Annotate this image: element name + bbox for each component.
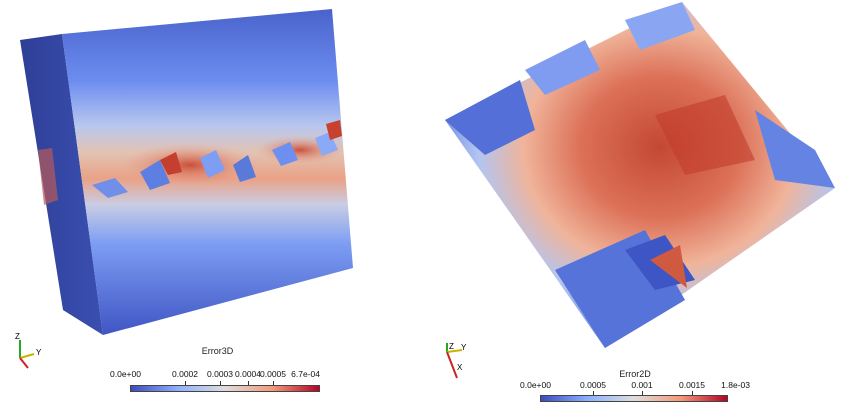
colorbar-title: Error3D <box>201 346 234 356</box>
colorbar-tick <box>692 391 693 395</box>
colorbar-tick-label: 0.0005 <box>580 380 606 390</box>
orientation-axes-3d: Z Y <box>15 332 42 369</box>
colorbar-tick-label: 0.0005 <box>260 369 286 379</box>
error-cell <box>625 2 695 50</box>
y-axis-icon <box>446 349 463 353</box>
colorbar-tick-label: 0.0e+00 <box>520 380 551 390</box>
y-axis-icon <box>19 353 35 359</box>
axis-z-label: Z <box>449 342 454 351</box>
colorbar-tick-label: 1.8e-03 <box>721 380 750 390</box>
axis-y-label: Y <box>36 348 42 357</box>
colorbar-tick-label: 0.0003 <box>207 369 233 379</box>
colorbar-tick <box>593 391 594 395</box>
colorbar-tick-label: 6.7e-04 <box>291 369 320 379</box>
axis-z-label: Z <box>15 332 20 341</box>
colorbar-tick <box>220 381 221 385</box>
colorbar-error2d: Error2D 0.0e+00 0.0005 0.001 0.0015 1.8e… <box>520 369 750 409</box>
colorbar-tick-label: 0.0e+00 <box>110 369 141 379</box>
error-cell <box>92 178 128 198</box>
error-cell <box>445 80 535 155</box>
colorbar-gradient <box>540 395 728 402</box>
error-hotspot <box>655 95 755 175</box>
error-cell <box>233 155 256 182</box>
x-axis-icon <box>446 351 458 379</box>
error-cell <box>650 245 687 288</box>
colorbar-tick <box>248 381 249 385</box>
error-cell <box>200 150 225 178</box>
colorbar-gradient <box>130 385 320 392</box>
colorbar-tick-label: 0.0002 <box>172 369 198 379</box>
error-cell <box>140 160 170 190</box>
colorbar-tick-label: 0.0015 <box>679 380 705 390</box>
error2d-mesh[interactable] <box>425 0 850 410</box>
colorbar-tick-label: 0.0004 <box>235 369 261 379</box>
error-cell <box>326 120 342 140</box>
orientation-axes-2d: Z Y X <box>446 342 467 379</box>
error-cell <box>755 110 835 188</box>
colorbar-tick <box>185 381 186 385</box>
viewport-error3d[interactable]: Z Y Error3D 0.0e+00 0.0002 0.0003 0.0004… <box>0 0 425 410</box>
error3d-mesh[interactable] <box>0 0 425 410</box>
colorbar-title: Error2D <box>619 369 651 379</box>
x-axis-icon <box>19 357 29 369</box>
error-cell <box>272 142 298 166</box>
error-cell <box>160 152 182 175</box>
side-error-band <box>38 148 58 205</box>
error-cell <box>525 40 600 95</box>
axis-y-label: Y <box>461 343 467 352</box>
colorbar-tick-label: 0.001 <box>631 380 653 390</box>
axis-x-label: X <box>457 363 463 372</box>
colorbar-tick <box>273 381 274 385</box>
colorbar-error3d: Error3D 0.0e+00 0.0002 0.0003 0.0004 0.0… <box>110 346 325 396</box>
cube-side-face <box>20 34 103 335</box>
viewport-error2d[interactable]: Z Y X Error2D 0.0e+00 0.0005 0.001 0.001… <box>425 0 850 410</box>
colorbar-tick <box>642 391 643 395</box>
